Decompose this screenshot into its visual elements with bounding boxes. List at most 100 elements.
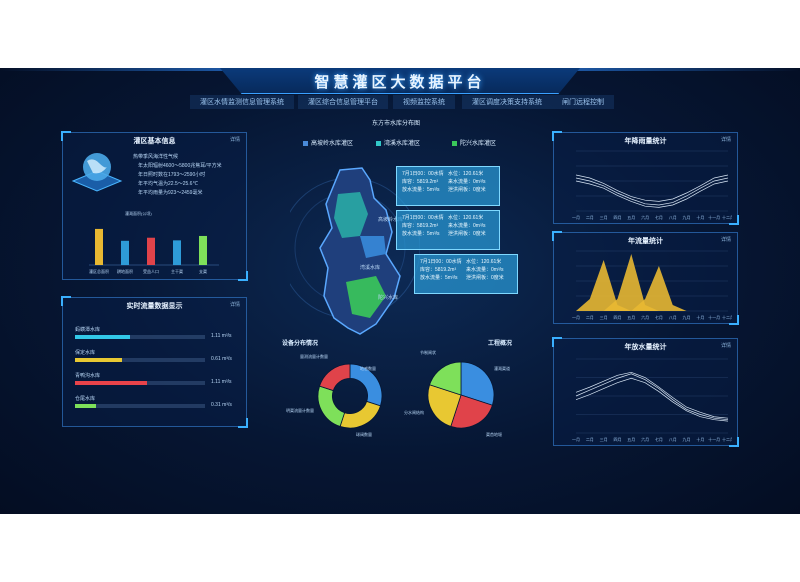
bar-0 [95, 228, 103, 265]
legend-wanxi: 湾溪水库灌区 [376, 138, 420, 147]
pie-slice-1 [450, 394, 493, 429]
info-line-5: 年平均雨量为923～2459毫米 [138, 190, 203, 196]
reservoir-card-3[interactable]: 7月1日00：00水情 水位：120.61米 库容：5819.2m³ 来水流量：0m… [414, 254, 518, 294]
devices-label-2: 地感数量 [360, 366, 376, 371]
reservoir-map[interactable] [290, 158, 420, 338]
header-banner [220, 68, 580, 94]
runoff-chart-xtick-9: 十月 [696, 314, 704, 320]
info-line-4: 年平均气温为22.5～25.6℃ [138, 181, 199, 187]
release-chart-line-1 [575, 373, 729, 421]
release-chart-xtick-3: 四月 [613, 437, 621, 442]
project-label-1: 节制闸状 [420, 350, 436, 355]
donut-slice-3 [319, 363, 351, 392]
flow-fill-3 [75, 404, 96, 408]
basic-info-more[interactable]: 详情 [229, 137, 240, 143]
release-chart-xtick-7: 八月 [669, 437, 677, 442]
pie-slice-0 [460, 361, 495, 406]
flow-fill-2 [75, 381, 147, 385]
flow-fill-1 [75, 358, 122, 362]
area-bar-chart: 灌区总面积 耕地面积 受益人口 主干渠 支渠 [89, 228, 219, 274]
runoff-chart-xtick-6: 七月 [655, 314, 663, 320]
release-chart-xtick-0: 一月 [572, 437, 580, 442]
flow-more[interactable]: 详情 [229, 302, 240, 308]
nav-item-integrated-platform[interactable]: 灌区综合信息管理平台 [298, 95, 388, 109]
globe-icon [71, 153, 123, 192]
devices-label-1: 量测流量计数量 [300, 354, 328, 359]
rain-chart-xtick-4: 五月 [627, 215, 635, 220]
rain-chart-xtick-2: 三月 [600, 215, 608, 220]
area-chart-label: 灌溉面积(公顷) [125, 211, 152, 216]
page-title: 智慧灌区大数据平台 [314, 74, 486, 91]
release-chart-xtick-5: 六月 [641, 436, 649, 442]
runoff-chart-area-2 [576, 266, 728, 311]
runoff-chart-xtick-10: 十一月 [708, 314, 720, 320]
release-chart-xtick-10: 十一月 [708, 436, 720, 442]
place-label-wanxi: 湾溪水库 [360, 265, 381, 271]
flow-name-1: 保定水库 [75, 350, 96, 356]
devices-donut-chart [317, 363, 383, 429]
rain-chart-xtick-7: 八月 [669, 215, 677, 220]
release-chart-xtick-11: 十二月 [722, 436, 732, 442]
rain-chart-line-2 [575, 180, 729, 208]
rain-more[interactable]: 详情 [720, 137, 731, 143]
bar-label-1: 耕地面积 [117, 268, 133, 274]
flow-track-0 [75, 335, 205, 339]
runoff-chart-xtick-4: 五月 [627, 315, 635, 320]
place-label-gaopoling: 高坡岭水库 [378, 217, 404, 223]
rain-chart-xtick-10: 十一月 [708, 214, 720, 220]
runoff-more[interactable]: 详情 [720, 237, 731, 243]
devices-label-3: 明渠流量计数量 [286, 408, 314, 413]
release-more[interactable]: 详情 [720, 343, 731, 349]
runoff-chart-xtick-7: 八月 [669, 315, 677, 320]
runoff-chart-xtick-1: 二月 [586, 315, 594, 320]
info-line-3: 年日照时数在1793～2590小时 [138, 172, 206, 178]
project-label-2: 灌溉渠道 [494, 366, 510, 371]
legend-gaopoling: 高坡岭水库灌区 [303, 138, 353, 147]
nav-item-video[interactable]: 视频监控系统 [393, 95, 455, 109]
release-chart-line-0 [575, 371, 729, 419]
rain-chart-xtick-8: 九月 [683, 214, 691, 220]
rain-chart-xtick-3: 四月 [613, 215, 621, 220]
donut-slice-1 [339, 400, 381, 429]
reservoir-card-2[interactable]: 7月1日00：00水情 水位：120.61米 库容：5819.2m³ 来水流量：0m… [396, 210, 500, 250]
nav-item-water-monitoring[interactable]: 灌区水情监测信息管理系统 [190, 95, 294, 109]
release-chart-xtick-2: 三月 [600, 437, 608, 442]
release-chart-xtick-1: 二月 [586, 437, 594, 442]
basic-info-title: 灌区基本信息 [133, 138, 176, 145]
nav-item-gate-control[interactable]: 闸门远程控制 [552, 95, 614, 109]
runoff-chart-xtick-0: 一月 [572, 315, 580, 320]
bar-1 [121, 240, 129, 265]
dashboard-screen: 智慧灌区大数据平台 灌区水情监测信息管理系统 灌区综合信息管理平台 视频监控系统… [0, 68, 800, 514]
rain-chart-line-1 [575, 174, 729, 202]
rain-chart-xtick-9: 十月 [696, 214, 704, 220]
map-title: 东方市水库分布图 [372, 121, 421, 127]
release-chart-line-2 [575, 377, 729, 422]
info-line-2: 年太阳辐射4600～5800兆焦耳/平方米 [138, 163, 222, 169]
info-line-1: 热带季风海洋性气候 [133, 154, 179, 160]
runoff-chart-xtick-3: 四月 [613, 315, 621, 320]
project-label-4: 渠首地堰 [486, 432, 502, 437]
flow-value-3: 0.31 m³/s [211, 402, 232, 408]
devices-label-4: 球阀数量 [356, 432, 372, 437]
rain-chart-xtick-6: 七月 [655, 214, 663, 220]
release-chart-xtick-8: 九月 [683, 436, 691, 442]
runoff-chart-xtick-8: 九月 [683, 314, 691, 320]
bar-3 [173, 240, 181, 265]
bar-label-4: 支渠 [199, 268, 207, 274]
reservoir-card-1[interactable]: 7月1日00：00水情 水位：120.61米 库容：5819.2m³ 来水流量：0m… [396, 166, 500, 206]
legend-tuoxing: 陀兴水库灌区 [452, 138, 496, 147]
flow-panel: 实时流量数据显示 详情 蚂蟥潭水库 1.11 m³/s 保定水库 0.61 m³/s 青… [61, 296, 248, 428]
project-title: 工程概况 [488, 341, 513, 347]
bar-2 [147, 237, 155, 265]
flow-name-2: 青鸭沟水库 [75, 373, 101, 379]
nav-item-decision-support[interactable]: 灌区调度决策支持系统 [462, 95, 552, 109]
rain-title: 年降雨量统计 [624, 138, 667, 145]
bar-4 [199, 235, 207, 265]
runoff-chart-area-0 [576, 260, 728, 311]
release-chart-xtick-9: 十月 [696, 436, 704, 442]
pie-slice-3 [429, 361, 462, 396]
project-pie-chart [427, 361, 495, 429]
